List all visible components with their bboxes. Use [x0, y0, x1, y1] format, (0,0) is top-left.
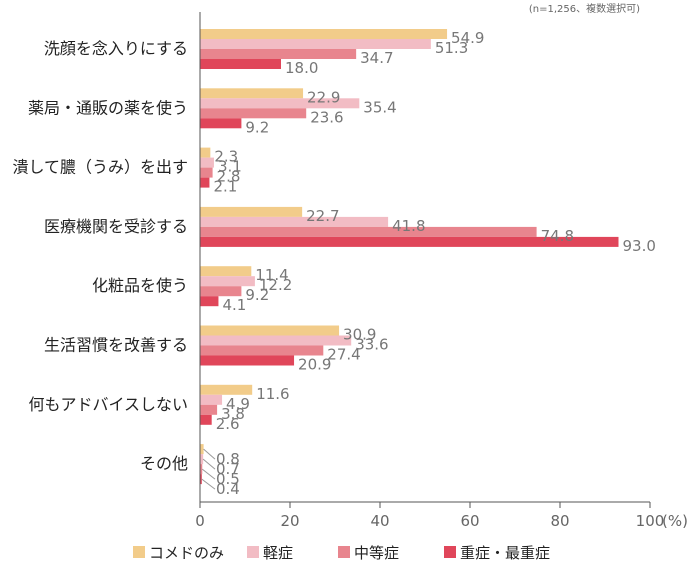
value-label: 30.9 — [343, 326, 376, 344]
category-label: 何もアドバイスしない — [28, 395, 188, 414]
value-label: 0.4 — [216, 480, 240, 498]
x-tick-label: 60 — [460, 512, 479, 530]
category-label: 薬局・通販の薬を使う — [28, 98, 188, 117]
bar — [200, 147, 211, 158]
bar — [200, 384, 253, 395]
value-label: 9.2 — [245, 286, 269, 304]
value-labels: 54.951.3 34.7 18.0 22.9 35.4 23.6 9.2 2.33.12.8… — [201, 29, 656, 498]
category-label: 生活習慣を改善する — [44, 336, 188, 355]
value-label: 4.9 — [226, 395, 250, 413]
bar — [200, 177, 210, 188]
value-label: 33.6 — [355, 336, 388, 354]
bar — [200, 474, 202, 485]
category-labels: 洗顔を念入りにする薬局・通販の薬を使う潰して膿（うみ）を出す医療機関を受診する化… — [12, 39, 188, 473]
legend-swatch — [133, 546, 145, 558]
bar — [200, 108, 307, 119]
bar — [200, 88, 304, 99]
value-label: 93.0 — [623, 237, 656, 255]
bar — [200, 444, 204, 455]
value-label: 20.9 — [298, 356, 331, 374]
bar — [200, 286, 242, 297]
bar — [200, 355, 295, 366]
value-label: 54.9 — [451, 29, 484, 47]
value-label: 2.8 — [217, 168, 241, 186]
bars — [200, 29, 619, 485]
value-label: 0.8 — [216, 450, 240, 468]
bar — [200, 49, 357, 59]
bar — [200, 345, 324, 356]
value-label: 2.6 — [216, 415, 240, 433]
bar — [200, 206, 303, 217]
bar — [200, 464, 203, 475]
legend-swatch — [338, 546, 350, 558]
x-axis: 0 20 40 60 80 100(%) — [195, 12, 688, 530]
value-label: 0.7 — [216, 460, 240, 478]
value-leader-line — [201, 468, 216, 480]
value-label: 4.1 — [222, 296, 246, 314]
legend-label: 重症・最重症 — [460, 544, 550, 562]
value-label: 74.8 — [541, 227, 574, 245]
value-label: 22.7 — [306, 207, 339, 225]
value-label: 22.9 — [307, 88, 340, 106]
x-tick-label: 0 — [195, 512, 205, 530]
category-label: 医療機関を受診する — [44, 217, 188, 236]
value-label: 27.4 — [327, 346, 360, 364]
bar — [200, 414, 212, 425]
sample-note: (n=1,256、複数選択可) — [529, 2, 640, 15]
x-tick-label: 80 — [550, 512, 569, 530]
bar — [200, 39, 431, 49]
bar — [200, 118, 242, 129]
bar — [200, 335, 352, 346]
value-label: 51.3 — [435, 39, 468, 57]
bar — [200, 394, 223, 405]
legend: コメドのみ 軽症 中等症 重症・最重症 — [133, 544, 550, 562]
bar — [200, 226, 537, 237]
value-label: 11.4 — [255, 266, 288, 284]
value-label: 2.1 — [213, 178, 237, 196]
value-label: 0.5 — [216, 470, 240, 488]
x-tick-label: 100 — [636, 512, 665, 530]
value-label: 3.1 — [218, 158, 242, 176]
value-label: 2.3 — [214, 148, 238, 166]
bar — [200, 236, 619, 247]
legend-label: 中等症 — [354, 544, 399, 562]
value-label: 11.6 — [256, 385, 289, 403]
value-label: 9.2 — [245, 118, 269, 136]
bar — [200, 216, 389, 227]
bar — [200, 276, 255, 287]
bar — [200, 98, 360, 109]
value-label: 35.4 — [363, 98, 396, 116]
x-tick-label: 20 — [280, 512, 299, 530]
bar — [200, 266, 252, 277]
x-tick-label: 40 — [370, 512, 389, 530]
bar — [200, 167, 213, 178]
legend-label: コメドのみ — [149, 544, 224, 562]
value-label: 34.7 — [360, 49, 393, 67]
bar — [200, 404, 218, 415]
bar — [200, 296, 219, 307]
legend-swatch — [247, 546, 259, 558]
bar — [200, 157, 214, 168]
value-leader-line — [201, 478, 216, 490]
category-label: 潰して膿（うみ）を出す — [12, 158, 188, 177]
bar — [200, 29, 448, 39]
x-axis-unit: (%) — [662, 512, 688, 530]
value-leader-line — [203, 448, 216, 460]
value-label: 18.0 — [285, 59, 318, 77]
category-label: 化粧品を使う — [92, 276, 188, 295]
category-label: 洗顔を念入りにする — [44, 39, 188, 58]
bar — [200, 325, 340, 336]
legend-label: 軽症 — [263, 544, 293, 562]
value-leader-line — [202, 458, 216, 470]
legend-swatch — [444, 546, 456, 558]
category-label: その他 — [140, 454, 188, 473]
bar — [200, 59, 281, 69]
bar — [200, 454, 204, 465]
value-label: 23.6 — [310, 108, 343, 126]
value-label: 12.2 — [259, 276, 292, 294]
value-label: 41.8 — [392, 217, 425, 235]
value-label: 3.8 — [221, 405, 245, 423]
